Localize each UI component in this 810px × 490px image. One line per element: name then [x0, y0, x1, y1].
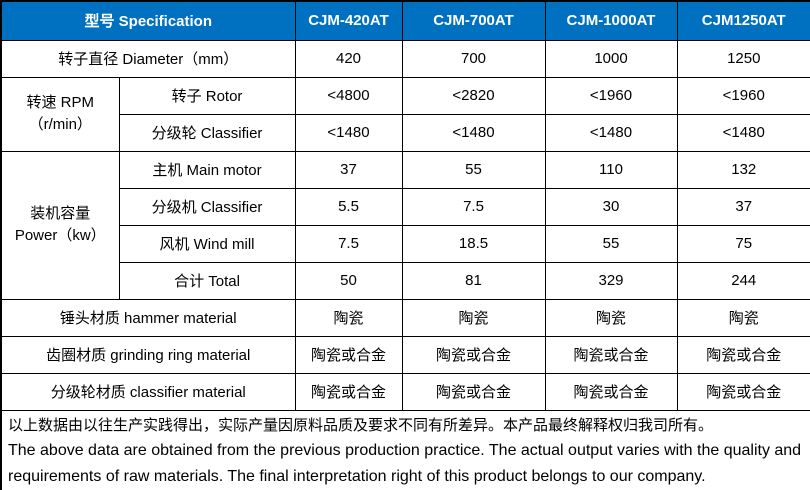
power-classifier-value: 37 [676, 187, 810, 226]
diameter-value: 700 [401, 39, 546, 78]
hammer-material-row: 锤头材质 hammer material 陶瓷 陶瓷 陶瓷 陶瓷 [0, 298, 810, 337]
power-total-row: 合计 Total 50 81 329 244 [1, 261, 810, 300]
rpm-rotor-value: <1960 [544, 76, 678, 115]
diameter-label: 转子直径 Diameter（mm） [0, 39, 296, 78]
power-main-motor-value: 110 [544, 150, 678, 189]
classifier-material-row: 分级轮材质 classifier material 陶瓷或合金 陶瓷或合金 陶瓷… [0, 372, 810, 411]
rpm-rotor-value: <1960 [676, 76, 810, 115]
classifier-material-label: 分级轮材质 classifier material [0, 372, 296, 411]
hammer-material-value: 陶瓷 [544, 298, 678, 337]
power-wind-mill-value: 18.5 [401, 224, 546, 263]
power-classifier-value: 30 [544, 187, 678, 226]
power-total-value: 329 [544, 261, 678, 300]
power-main-motor-label: 主机 Main motor [118, 150, 296, 189]
rpm-classifier-value: <1480 [294, 113, 403, 152]
classifier-material-value: 陶瓷或合金 [544, 372, 678, 411]
rpm-rotor-label: 转子 Rotor [118, 76, 296, 115]
power-wind-mill-value: 55 [544, 224, 678, 263]
rpm-rotor-row: 转速 RPM （r/min） 转子 Rotor <4800 <2820 <196… [0, 76, 810, 152]
rpm-classifier-value: <1480 [544, 113, 678, 152]
diameter-value: 1000 [544, 39, 678, 78]
power-total-value: 244 [676, 261, 810, 300]
power-main-motor-row: 装机容量 Power（kw） 主机 Main motor 37 55 110 1… [0, 150, 810, 300]
classifier-material-value: 陶瓷或合金 [676, 372, 810, 411]
footer-note-en: The above data are obtained from the pre… [8, 441, 802, 485]
header-row: 型号 Specification CJM-420AT CJM-700AT CJM… [0, 0, 810, 41]
rpm-rotor-value: <4800 [294, 76, 403, 115]
grinding-ring-material-value: 陶瓷或合金 [294, 335, 403, 374]
power-classifier-value: 7.5 [401, 187, 546, 226]
grinding-ring-material-value: 陶瓷或合金 [676, 335, 810, 374]
diameter-value: 1250 [676, 39, 810, 78]
grinding-ring-material-value: 陶瓷或合金 [401, 335, 546, 374]
spec-header-cell: 型号 Specification [0, 0, 296, 41]
classifier-material-value: 陶瓷或合金 [294, 372, 403, 411]
rpm-group-label-zh: 转速 RPM [26, 94, 94, 111]
rpm-classifier-value: <1480 [676, 113, 810, 152]
power-main-motor-value: 132 [676, 150, 810, 189]
power-main-motor-value: 55 [401, 150, 546, 189]
hammer-material-label: 锤头材质 hammer material [0, 298, 296, 337]
diameter-value: 420 [294, 39, 403, 78]
power-classifier-value: 5.5 [294, 187, 403, 226]
grinding-ring-material-label: 齿圈材质 grinding ring material [0, 335, 296, 374]
hammer-material-value: 陶瓷 [401, 298, 546, 337]
power-total-value: 50 [294, 261, 403, 300]
power-group-label-en: Power（kw） [14, 227, 106, 244]
power-main-motor-value: 37 [294, 150, 403, 189]
hammer-material-value: 陶瓷 [676, 298, 810, 337]
model-header-cjm-420at: CJM-420AT [294, 0, 403, 41]
hammer-material-value: 陶瓷 [294, 298, 403, 337]
power-wind-mill-value: 75 [676, 224, 810, 263]
grinding-ring-material-value: 陶瓷或合金 [544, 335, 678, 374]
power-classifier-row: 分级机 Classifier 5.5 7.5 30 37 [1, 187, 810, 226]
rpm-classifier-row: 分级轮 Classifier <1480 <1480 <1480 <1480 [1, 113, 810, 152]
rpm-classifier-value: <1480 [401, 113, 546, 152]
model-header-cjm1250at: CJM1250AT [676, 0, 810, 41]
rpm-group-label-unit: （r/min） [28, 116, 92, 133]
classifier-material-value: 陶瓷或合金 [401, 372, 546, 411]
rpm-rotor-value: <2820 [401, 76, 546, 115]
rpm-group-cell: 转速 RPM （r/min） [0, 76, 120, 152]
power-classifier-label: 分级机 Classifier [118, 187, 296, 226]
power-total-label: 合计 Total [118, 261, 296, 300]
model-header-cjm-700at: CJM-700AT [401, 0, 546, 41]
power-wind-mill-row: 风机 Wind mill 7.5 18.5 55 75 [1, 224, 810, 263]
power-wind-mill-value: 7.5 [294, 224, 403, 263]
footer-row: 以上数据由以往生产实践得出，实际产量因原料品质及要求不同有所差异。本产品最终解释… [0, 409, 810, 490]
power-group-cell: 装机容量 Power（kw） [0, 150, 120, 300]
model-header-cjm-1000at: CJM-1000AT [544, 0, 678, 41]
footer-note: 以上数据由以往生产实践得出，实际产量因原料品质及要求不同有所差异。本产品最终解释… [0, 409, 810, 490]
grinding-ring-material-row: 齿圈材质 grinding ring material 陶瓷或合金 陶瓷或合金 … [0, 335, 810, 374]
diameter-row: 转子直径 Diameter（mm） 420 700 1000 1250 [0, 39, 810, 78]
power-group-label-zh: 装机容量 [30, 205, 91, 222]
rpm-classifier-label: 分级轮 Classifier [118, 113, 296, 152]
power-total-value: 81 [401, 261, 546, 300]
power-wind-mill-label: 风机 Wind mill [118, 224, 296, 263]
footer-note-zh: 以上数据由以往生产实践得出，实际产量因原料品质及要求不同有所差异。本产品最终解释… [8, 416, 714, 434]
